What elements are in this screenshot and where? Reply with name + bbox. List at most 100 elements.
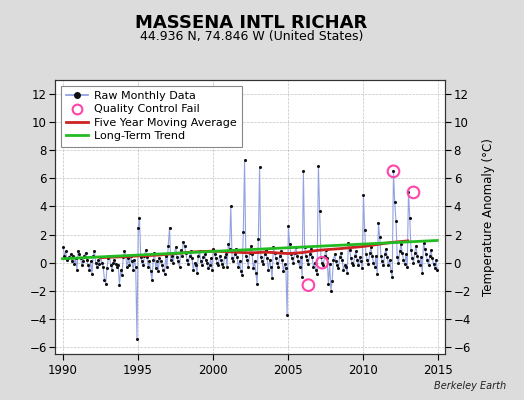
Point	[61, 248, 70, 255]
Point	[199, 254, 208, 260]
Point	[270, 250, 279, 256]
Point	[321, 252, 329, 259]
Point	[338, 257, 346, 263]
Point	[202, 257, 210, 263]
Point	[393, 254, 401, 260]
Point	[423, 257, 431, 263]
Point	[406, 214, 414, 221]
Point	[178, 252, 186, 259]
Point	[309, 264, 318, 270]
Text: MASSENA INTL RICHAR: MASSENA INTL RICHAR	[135, 14, 368, 32]
Point	[403, 264, 411, 270]
Point	[390, 199, 399, 206]
Point	[176, 264, 184, 270]
Point	[410, 250, 419, 256]
Point	[368, 252, 376, 259]
Point	[325, 261, 334, 267]
Point	[288, 255, 297, 262]
Point	[155, 255, 163, 262]
Point	[71, 255, 80, 262]
Point	[261, 247, 270, 253]
Point	[223, 264, 231, 270]
Point	[398, 250, 407, 256]
Point	[228, 255, 236, 262]
Point	[189, 266, 198, 273]
Point	[400, 261, 409, 267]
Point	[235, 258, 244, 264]
Point	[267, 264, 275, 270]
Point	[67, 251, 75, 258]
Point	[88, 271, 96, 277]
Point	[366, 250, 374, 256]
Point	[273, 260, 281, 266]
Point	[213, 260, 221, 266]
Point	[341, 262, 349, 269]
Point	[378, 258, 386, 264]
Point	[129, 266, 137, 273]
Point	[241, 157, 249, 163]
Point	[116, 266, 125, 273]
Point	[299, 168, 308, 174]
Point	[163, 264, 171, 270]
Point	[432, 257, 440, 263]
Point	[342, 264, 350, 270]
Point	[108, 266, 116, 273]
Point	[312, 266, 320, 273]
Point	[188, 255, 196, 262]
Point	[65, 254, 73, 260]
Point	[289, 260, 298, 266]
Point	[271, 255, 280, 262]
Point	[379, 262, 388, 269]
Point	[239, 228, 247, 235]
Point	[68, 258, 76, 264]
Point	[118, 272, 126, 278]
Point	[296, 264, 304, 270]
Point	[323, 255, 331, 262]
Point	[343, 269, 352, 276]
Point	[83, 257, 91, 263]
Point	[387, 268, 395, 274]
Point	[221, 254, 229, 260]
Point	[77, 255, 85, 262]
Point	[433, 266, 441, 273]
Point	[354, 262, 363, 269]
Point	[424, 262, 433, 269]
Point	[247, 243, 255, 249]
Point	[122, 252, 130, 259]
Text: Berkeley Earth: Berkeley Earth	[433, 381, 506, 391]
Point	[208, 266, 216, 273]
Point	[75, 251, 84, 258]
Point	[367, 244, 375, 250]
Point	[190, 260, 199, 266]
Point	[351, 252, 359, 259]
Point	[102, 280, 110, 287]
Point	[130, 257, 139, 263]
Point	[126, 252, 135, 259]
Point	[143, 254, 151, 260]
Point	[204, 265, 212, 272]
Point	[106, 262, 115, 269]
Point	[315, 208, 324, 214]
Point	[110, 257, 118, 263]
Point	[135, 214, 144, 221]
Point	[179, 238, 188, 245]
Point	[157, 258, 165, 264]
Point	[225, 246, 234, 252]
Point	[134, 224, 143, 231]
Point	[352, 248, 360, 255]
Point	[282, 265, 290, 272]
Point	[141, 247, 150, 253]
Point	[332, 258, 340, 264]
Point	[254, 236, 263, 242]
Point	[260, 251, 269, 258]
Point	[286, 241, 294, 248]
Point	[389, 168, 398, 174]
Point	[399, 257, 408, 263]
Point	[279, 268, 288, 274]
Point	[287, 251, 295, 258]
Point	[276, 252, 284, 259]
Point	[419, 240, 428, 246]
Point	[137, 254, 145, 260]
Point	[177, 247, 185, 253]
Point	[138, 258, 146, 264]
